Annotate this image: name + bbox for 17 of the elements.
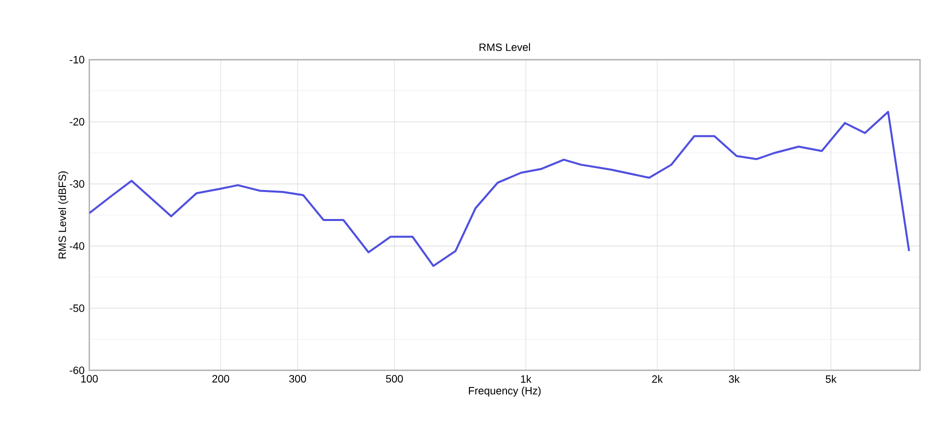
x-tick-label: 5k [826, 375, 837, 383]
x-axis-title: Frequency (Hz) [468, 386, 541, 397]
x-tick-label: 100 [81, 375, 98, 383]
x-tick-label: 300 [289, 375, 306, 383]
y-tick-label: -40 [70, 242, 84, 250]
y-tick-label: -50 [70, 304, 84, 312]
x-tick-label: 2k [652, 375, 663, 383]
y-axis-title: RMS Level (dBFS) [58, 171, 68, 258]
y-tick-label: -10 [70, 56, 84, 64]
chart-title: RMS Level [480, 43, 530, 51]
x-tick-label: 200 [212, 375, 230, 383]
y-tick-label: -60 [70, 366, 84, 374]
y-tick-label: -20 [70, 118, 84, 126]
y-tick-label: -30 [70, 180, 84, 188]
x-tick-label: 3k [728, 375, 740, 383]
x-tick-label: 500 [386, 375, 403, 383]
x-tick-label: 1k [521, 375, 532, 383]
